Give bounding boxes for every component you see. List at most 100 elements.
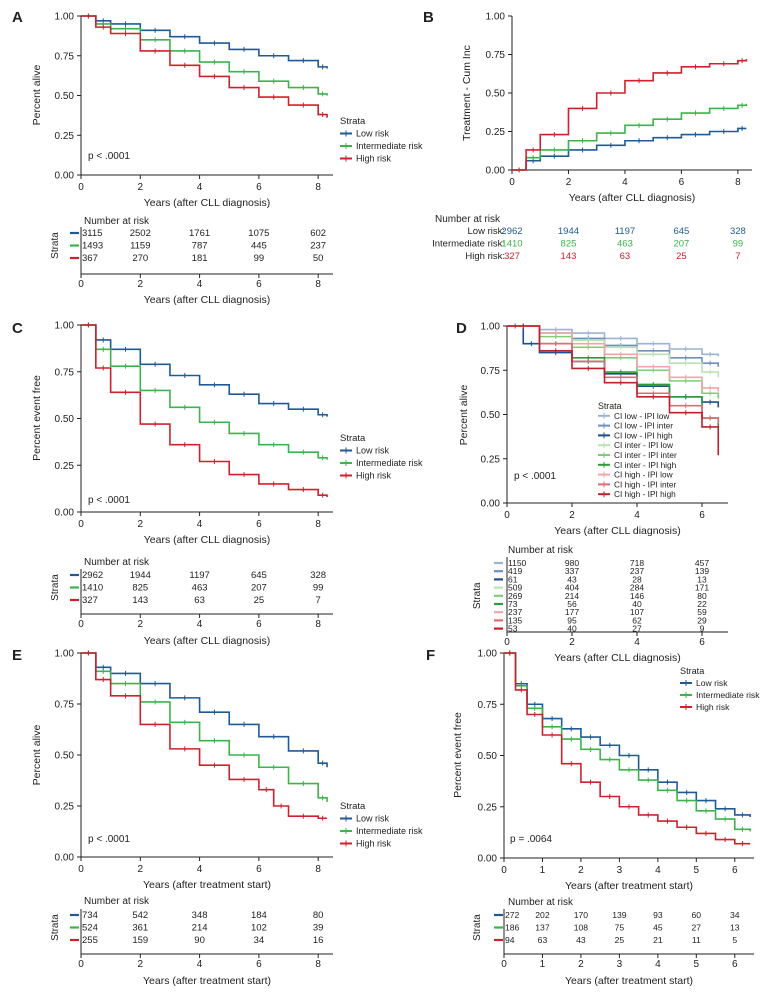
- risk-table-value: 63: [538, 935, 548, 945]
- risk-table-x-tick-label: 6: [256, 279, 262, 290]
- risk-table-value: 2962: [501, 226, 522, 237]
- risk-table-value: 53: [508, 624, 518, 634]
- legend-label: Low risk: [696, 678, 728, 688]
- risk-table-value: 181: [192, 253, 208, 264]
- legend-label: Low risk: [356, 129, 390, 139]
- risk-table-value: 1761: [189, 228, 210, 239]
- legend-label: CI high - IPI high: [614, 489, 676, 499]
- risk-table-value: 7: [735, 251, 740, 262]
- risk-table-value: 509: [508, 583, 522, 593]
- risk-table-value: 463: [617, 239, 633, 250]
- risk-table-value: 1075: [248, 228, 269, 239]
- panel-letter: F: [426, 647, 435, 664]
- risk-table-value: 63: [620, 251, 631, 262]
- y-tick-label: 0.00: [55, 171, 75, 182]
- x-tick-label: 4: [197, 519, 203, 530]
- risk-table-value: 25: [676, 251, 687, 262]
- risk-table-value: 1197: [615, 226, 635, 237]
- risk-table-value: 269: [508, 591, 522, 601]
- risk-table-x-tick-label: 0: [78, 959, 84, 970]
- x-tick-label: 0: [509, 177, 515, 188]
- risk-table-value: 184: [251, 910, 267, 921]
- risk-table-x-tick-label: 6: [699, 637, 705, 648]
- risk-table-value: 445: [251, 241, 267, 252]
- risk-table-x-tick-label: 2: [578, 959, 584, 970]
- risk-table-value: 21: [653, 935, 663, 945]
- risk-table-value: 542: [132, 910, 148, 921]
- risk-table-x-tick-label: 4: [197, 279, 203, 290]
- p-value: p < .0001: [88, 834, 130, 845]
- risk-table-value: 524: [82, 923, 98, 934]
- risk-table-value: 1944: [130, 570, 151, 581]
- risk-table-value: 107: [630, 607, 644, 617]
- risk-table-value: 25: [615, 935, 625, 945]
- risk-table-x-axis-label: Years (after CLL diagnosis): [554, 652, 680, 664]
- risk-table-ylabel: Strata: [50, 914, 61, 941]
- y-tick-label: 1.00: [55, 649, 75, 660]
- p-value: p < .0001: [88, 495, 130, 506]
- x-axis-label: Years (after CLL diagnosis): [144, 197, 270, 209]
- series-line: [81, 652, 328, 768]
- panel-a: A 0.00 0.25 0.50 0.75 1.00 0 2 4 6 8 Percent alive Y…: [12, 9, 423, 306]
- series-line: [81, 652, 328, 820]
- risk-table-title: Number at risk: [84, 557, 150, 568]
- risk-table-row-label: High risk:: [465, 251, 505, 262]
- x-tick-label: 4: [197, 182, 203, 193]
- legend-label: High risk: [356, 471, 392, 481]
- risk-table-value: 143: [132, 595, 148, 606]
- y-tick-label: 0.75: [55, 367, 75, 378]
- y-axis-label: Percent alive: [31, 724, 43, 785]
- legend-label: Intermediate risk: [356, 141, 423, 151]
- risk-table-ylabel: Strata: [50, 574, 61, 601]
- legend-label: CI high - IPI inter: [614, 479, 676, 489]
- risk-table-title: Number at risk: [435, 214, 501, 225]
- risk-table-value: 2502: [130, 228, 151, 239]
- y-tick-label: 0.75: [481, 366, 501, 377]
- risk-table-title: Number at risk: [84, 216, 150, 227]
- risk-table-x-tick-label: 8: [315, 279, 321, 290]
- risk-table-value: 463: [192, 583, 208, 594]
- risk-table-value: 99: [313, 583, 324, 594]
- x-tick-label: 6: [732, 865, 738, 876]
- risk-table-value: 177: [565, 607, 579, 617]
- x-tick-label: 6: [256, 864, 262, 875]
- risk-table-value: 40: [567, 624, 577, 634]
- x-tick-label: 6: [256, 182, 262, 193]
- risk-table-value: 255: [82, 935, 98, 946]
- risk-table-value: 284: [630, 583, 644, 593]
- risk-table-value: 825: [561, 239, 577, 250]
- series-line: [512, 59, 748, 171]
- risk-table-value: 95: [567, 615, 577, 625]
- risk-table-value: 361: [132, 923, 148, 934]
- y-tick-label: 0.25: [486, 127, 506, 138]
- risk-table-x-tick-label: 6: [256, 619, 262, 630]
- risk-table-x-tick-label: 0: [501, 959, 507, 970]
- x-tick-label: 8: [315, 182, 321, 193]
- risk-table-value: 80: [697, 591, 707, 601]
- risk-table-value: 90: [194, 935, 205, 946]
- x-tick-label: 0: [78, 519, 84, 530]
- series-line: [504, 652, 751, 832]
- risk-table-ylabel: Strata: [472, 914, 483, 941]
- risk-table-value: 734: [82, 910, 98, 921]
- legend-label: Intermediate risk: [356, 458, 423, 468]
- y-tick-label: 0.50: [478, 751, 498, 762]
- y-tick-label: 0.25: [478, 802, 498, 813]
- risk-table-value: 787: [192, 241, 208, 252]
- risk-table-x-tick-label: 2: [138, 619, 144, 630]
- risk-table-value: 61: [508, 574, 518, 584]
- risk-table-value: 43: [576, 935, 586, 945]
- y-tick-label: 0.50: [55, 414, 75, 425]
- risk-table-value: 237: [630, 566, 644, 576]
- x-tick-label: 4: [622, 177, 628, 188]
- legend-label: CI inter - IPI inter: [614, 450, 677, 460]
- risk-table-x-tick-label: 4: [655, 959, 661, 970]
- risk-table-value: 63: [194, 595, 205, 606]
- y-tick-label: 1.00: [481, 322, 501, 333]
- series-line: [507, 325, 720, 367]
- x-tick-label: 8: [315, 864, 321, 875]
- risk-table-x-tick-label: 4: [197, 959, 203, 970]
- y-tick-label: 0.50: [55, 91, 75, 102]
- risk-table-value: 45: [653, 923, 663, 933]
- risk-table-value: 348: [192, 910, 208, 921]
